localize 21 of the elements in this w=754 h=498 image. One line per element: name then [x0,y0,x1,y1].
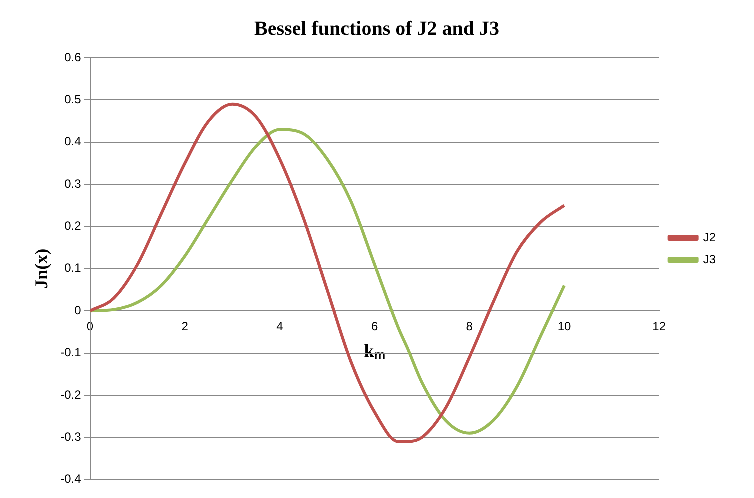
chart-title: Bessel functions of J2 and J3 [254,18,500,40]
x-tick-label: 10 [558,320,572,334]
y-tick-label: -0.3 [60,430,82,444]
x-tick-label: 4 [276,320,284,334]
y-tick-label: 0.1 [64,261,82,276]
x-tick-label: 8 [466,320,474,334]
y-tick-label: 0.6 [64,50,82,64]
x-tick-label: 2 [182,320,189,334]
x-tick-label: 6 [371,320,378,334]
x-tick-label: 12 [652,320,666,334]
y-tick-label: 0.4 [64,134,82,149]
legend-label: J3 [703,252,716,266]
y-tick-label: -0.4 [60,472,82,486]
y-tick-label: -0.2 [60,388,82,402]
y-tick-label: 0.5 [64,92,82,106]
legend-label: J2 [703,230,716,244]
y-tick-label: 0.2 [64,219,82,234]
y-axis-title: Jn(x) [31,248,52,289]
y-tick-label: 0 [74,303,82,318]
y-tick-label: -0.1 [60,346,82,360]
y-tick-label: 0.3 [64,176,82,191]
